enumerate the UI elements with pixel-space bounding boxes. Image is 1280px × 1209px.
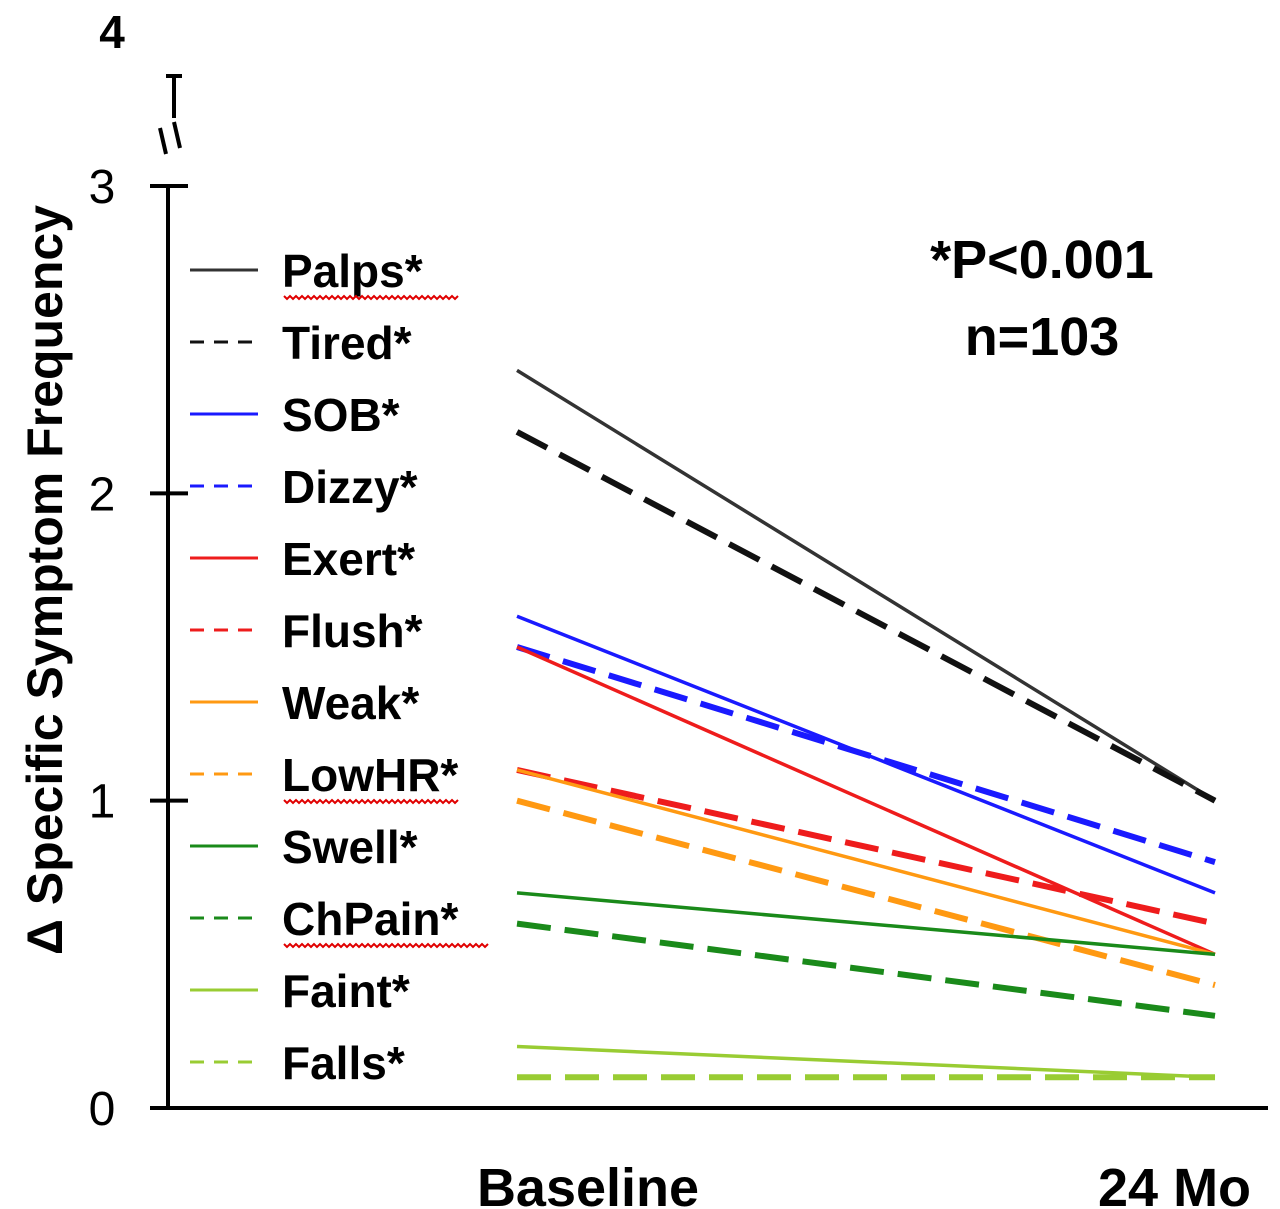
- series-line-lowhr: [516, 797, 1216, 988]
- series-line-exert: [516, 645, 1216, 956]
- spellcheck-squiggle-lowhr: [283, 798, 459, 805]
- legend-label-flush: Flush*: [282, 605, 423, 657]
- series-line-swell: [516, 891, 1216, 957]
- sample-size-annotation: n=103: [965, 307, 1120, 367]
- axis-break: 4: [99, 6, 182, 155]
- legend-label-falls: Falls*: [282, 1037, 405, 1089]
- y-tick-label-1: 1: [89, 776, 116, 829]
- legend-label-sob: SOB*: [282, 389, 400, 441]
- legend-label-swell: Swell*: [282, 821, 418, 873]
- x-category-label-baseline: Baseline: [477, 1158, 699, 1209]
- series-line-weak: [516, 768, 1216, 957]
- axis-break-label: 4: [99, 6, 125, 58]
- legend-label-dizzy: Dizzy*: [282, 461, 418, 513]
- legend-label-palps: Palps*: [282, 245, 423, 297]
- legend-label-weak: Weak*: [282, 677, 419, 729]
- y-axis-title: Δ Specific Symptom Frequency: [17, 205, 73, 955]
- spellcheck-squiggle-chpain: [283, 942, 489, 949]
- p-value-annotation: *P<0.001: [930, 230, 1154, 290]
- legend-label-tired: Tired*: [282, 317, 412, 369]
- y-tick-label-2: 2: [89, 468, 116, 521]
- series-line-flush: [516, 767, 1216, 927]
- legend-label-exert: Exert*: [282, 533, 415, 585]
- series-line-faint: [516, 1044, 1216, 1080]
- y-ticks: 0 1 2 3: [89, 161, 188, 1136]
- series-lines: [515, 368, 1217, 1081]
- legend: Palps* Tired* SOB* Dizzy* Exert* Flush* Weak* L…: [190, 245, 489, 1089]
- axis-break-slash-2: [172, 121, 182, 149]
- y-tick-label-3: 3: [89, 161, 116, 214]
- legend-label-lowhr: LowHR*: [282, 749, 458, 801]
- y-tick-label-0: 0: [89, 1083, 116, 1136]
- spellcheck-squiggle-palps: [283, 294, 459, 301]
- series-line-chpain: [516, 920, 1216, 1019]
- series-line-palps: [516, 368, 1216, 803]
- x-category-label-24mo: 24 Mo: [1098, 1158, 1251, 1209]
- axis-break-slash-1: [158, 127, 168, 155]
- legend-label-faint: Faint*: [282, 965, 410, 1017]
- series-line-tired: [515, 429, 1217, 804]
- legend-label-chpain: ChPain*: [282, 893, 458, 945]
- series-line-dizzy: [516, 644, 1216, 866]
